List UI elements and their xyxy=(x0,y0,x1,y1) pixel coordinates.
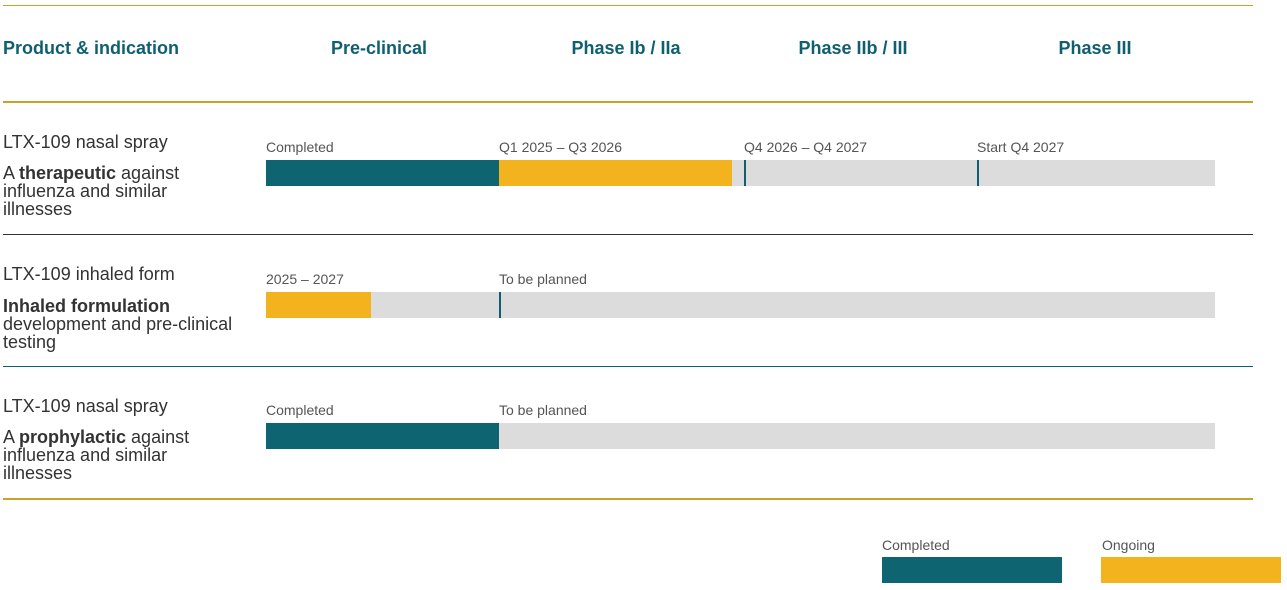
bar-segment-completed xyxy=(266,423,499,449)
product-name: LTX-109 nasal spray xyxy=(3,396,168,416)
phase-start-marker xyxy=(499,292,501,318)
bar-segment-ongoing xyxy=(499,160,732,186)
header-rule xyxy=(3,101,1253,103)
product-column-header: Product & indication xyxy=(3,38,180,58)
stage-header-phase-2b-3: Phase IIb / III xyxy=(798,38,908,58)
product-description: A prophylactic against influenza and sim… xyxy=(3,427,190,483)
bar-segment-completed xyxy=(266,160,499,186)
stage-header-phase-3: Phase III xyxy=(1058,38,1132,58)
timeline-label: To be planned xyxy=(499,402,587,418)
bar-segment-ongoing xyxy=(266,292,371,318)
legend-label-completed: Completed xyxy=(882,537,950,553)
product-name: LTX-109 inhaled form xyxy=(3,264,175,284)
top-rule xyxy=(3,5,1253,6)
timeline-label: Start Q4 2027 xyxy=(977,139,1065,155)
stage-header-phase-1b-2a: Phase Ib / IIa xyxy=(571,38,681,58)
timeline-label: To be planned xyxy=(499,271,587,287)
timeline-track-row-1 xyxy=(266,160,1215,186)
bottom-rule xyxy=(3,498,1253,500)
timeline-label: Completed xyxy=(266,139,334,155)
legend-label-ongoing: Ongoing xyxy=(1102,537,1155,553)
row-divider-2 xyxy=(3,366,1253,367)
phase-start-marker xyxy=(977,160,979,186)
legend-swatch-completed xyxy=(882,557,1062,583)
timeline-label: Q1 2025 – Q3 2026 xyxy=(499,139,622,155)
timeline-label: Completed xyxy=(266,402,334,418)
phase-start-marker xyxy=(744,160,746,186)
timeline-label: 2025 – 2027 xyxy=(266,271,344,287)
product-name: LTX-109 nasal spray xyxy=(3,132,168,152)
row-divider-1 xyxy=(3,234,1253,235)
timeline-track-row-3 xyxy=(266,423,1215,449)
timeline-label: Q4 2026 – Q4 2027 xyxy=(744,139,867,155)
product-description: Inhaled formulation development and pre-… xyxy=(3,296,233,352)
timeline-track-row-2 xyxy=(266,292,1215,318)
product-description: A therapeutic against influenza and simi… xyxy=(3,163,180,219)
stage-header-preclinical: Pre-clinical xyxy=(330,38,428,58)
legend-swatch-ongoing xyxy=(1101,557,1281,583)
